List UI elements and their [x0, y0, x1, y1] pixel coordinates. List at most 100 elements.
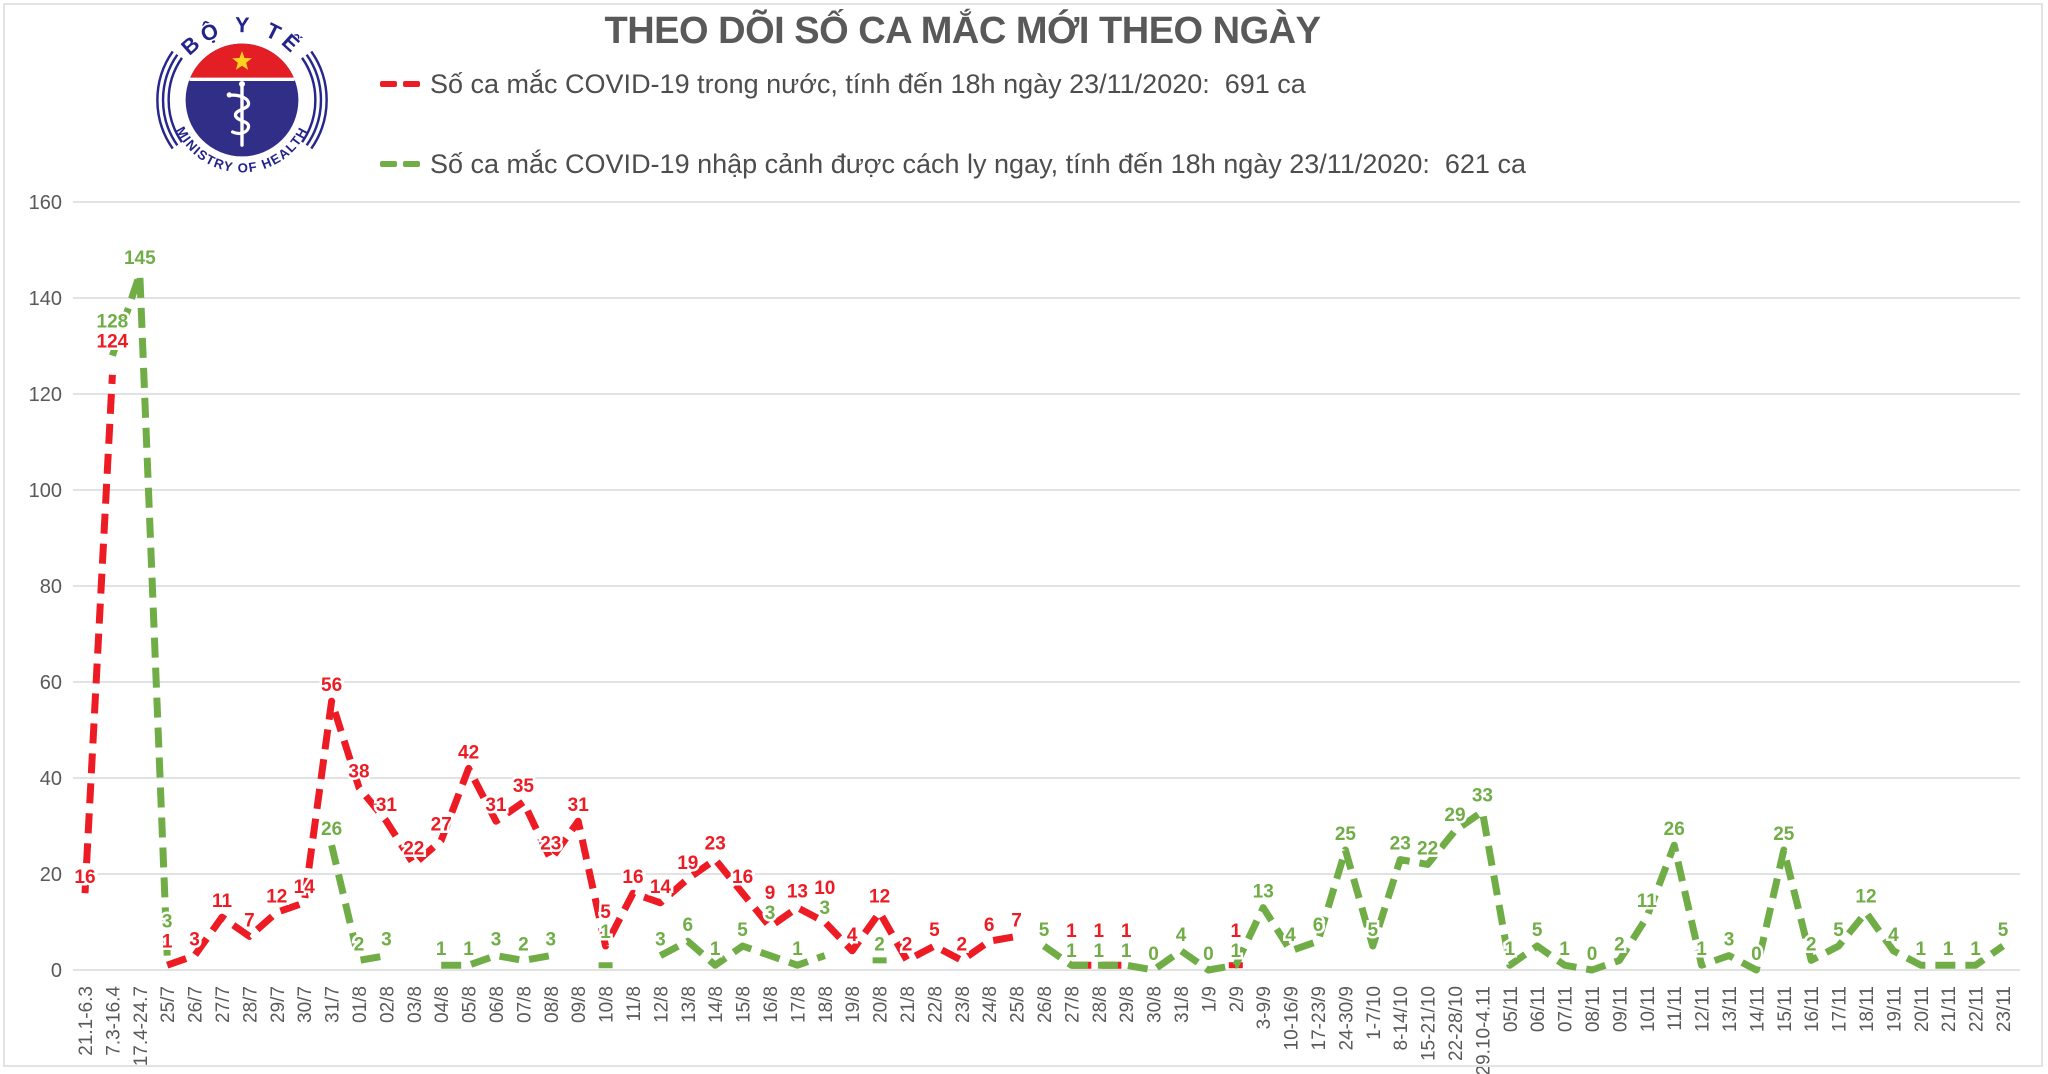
- x-axis-label: 3-9/9: [1254, 986, 1275, 1029]
- data-label: 14: [294, 877, 316, 898]
- x-axis-label: 19/11: [1884, 986, 1905, 1032]
- data-label: 2: [354, 934, 365, 955]
- x-axis-label: 22/8: [925, 986, 946, 1023]
- data-label: 1: [1916, 939, 1927, 960]
- x-axis-label: 27/7: [213, 986, 234, 1023]
- data-label: 22: [403, 838, 424, 859]
- data-label: 4: [1285, 925, 1296, 946]
- x-axis-label: 20/11: [1912, 986, 1933, 1032]
- x-axis-label: 02/8: [377, 986, 398, 1023]
- x-axis-label: 17/8: [788, 986, 809, 1023]
- x-axis-label: 24/8: [980, 986, 1001, 1023]
- data-label: 25: [1773, 824, 1795, 845]
- x-axis-label: 18/8: [816, 986, 837, 1023]
- data-label: 12: [266, 886, 287, 907]
- x-axis-label: 07/11: [1556, 986, 1577, 1032]
- data-label: 2: [902, 934, 913, 955]
- x-axis-label: 26/7: [186, 986, 207, 1023]
- x-axis-label: 22-28/10: [1446, 986, 1467, 1061]
- data-label: 3: [765, 903, 776, 924]
- x-axis-label: 05/8: [460, 986, 481, 1023]
- x-axis-label: 12/11: [1693, 986, 1714, 1032]
- x-axis-label: 10/11: [1638, 986, 1659, 1032]
- data-label: 3: [655, 930, 666, 951]
- data-label: 14: [650, 877, 672, 898]
- x-axis-label: 16/8: [761, 986, 782, 1023]
- x-axis-label: 22/11: [1967, 986, 1988, 1032]
- x-axis-label: 13/11: [1720, 986, 1741, 1032]
- x-axis-label: 18/11: [1857, 986, 1878, 1032]
- x-axis-label: 13/8: [679, 986, 700, 1023]
- x-axis-label: 1-7/10: [1364, 986, 1385, 1040]
- x-axis-label: 26/8: [1035, 986, 1056, 1023]
- data-label: 5: [600, 902, 611, 923]
- logo-arc-decoration: [305, 53, 323, 147]
- x-axis-label: 07/8: [514, 986, 535, 1023]
- x-axis-label: 06/11: [1528, 986, 1549, 1032]
- data-label: 0: [1751, 944, 1762, 965]
- x-axis-label: 09/11: [1610, 986, 1631, 1032]
- data-label: 10: [814, 878, 835, 899]
- data-label: 27: [431, 814, 452, 835]
- data-label: 31: [376, 795, 398, 816]
- data-label: 3: [189, 930, 200, 951]
- data-label: 4: [847, 925, 858, 946]
- x-axis-label: 03/8: [405, 986, 426, 1023]
- data-label: 5: [929, 920, 940, 941]
- data-label: 2: [1614, 934, 1625, 955]
- x-axis-label: 11/8: [624, 986, 645, 1022]
- legend-label: Số ca mắc COVID-19 nhập cảnh được cách l…: [430, 148, 1526, 179]
- data-label: 1: [1231, 921, 1242, 942]
- data-label: 3: [381, 930, 392, 951]
- legend-item-imported: Số ca mắc COVID-19 nhập cảnh được cách l…: [380, 142, 1526, 186]
- data-label: 3: [546, 930, 557, 951]
- x-axis-label: 21/11: [1939, 986, 1960, 1032]
- data-label: 124: [97, 332, 129, 353]
- series-lone-point-1: [598, 957, 887, 969]
- data-label: 0: [1148, 944, 1159, 965]
- data-label: 13: [1253, 882, 1274, 903]
- data-label: 22: [1417, 838, 1438, 859]
- x-axis-label: 12/8: [651, 986, 672, 1023]
- data-label: 12: [1855, 886, 1876, 907]
- data-label: 1: [436, 939, 447, 960]
- x-axis-label: 15/8: [734, 986, 755, 1023]
- y-axis-label: 20: [40, 864, 62, 886]
- x-axis-label: 2/9: [1227, 986, 1248, 1012]
- data-label: 2: [957, 934, 968, 955]
- x-axis-label: 19/8: [843, 986, 864, 1023]
- data-label: 3: [162, 912, 173, 933]
- data-label: 23: [1390, 834, 1411, 855]
- x-axis-label: 31/7: [323, 986, 344, 1023]
- data-label: 1: [1559, 939, 1570, 960]
- x-axis-label: 21/8: [898, 986, 919, 1023]
- star-icon: [232, 51, 252, 70]
- data-label: 1: [1231, 941, 1242, 962]
- dashed-line-icon: [380, 80, 426, 88]
- data-label: 1: [463, 939, 474, 960]
- data-label: 12: [869, 886, 890, 907]
- data-label: 11: [1637, 891, 1658, 912]
- x-axis-label: 04/8: [432, 986, 453, 1023]
- data-label: 4: [1176, 925, 1187, 946]
- x-axis-label: 16/11: [1802, 986, 1823, 1032]
- y-axis-label: 160: [29, 192, 62, 214]
- logo-arc-decoration: [310, 50, 328, 150]
- chart-title: THEO DÕI SỐ CA MẮC MỚI THEO NGÀY: [604, 10, 1321, 52]
- data-label: 1: [1066, 921, 1077, 942]
- data-label: 11: [212, 891, 233, 912]
- data-label: 1: [1066, 941, 1077, 962]
- x-axis-label: 28/7: [240, 986, 261, 1023]
- data-label: 1: [1094, 941, 1105, 962]
- logo-arc-decoration: [156, 50, 174, 150]
- x-axis-label: 23/11: [1994, 986, 2015, 1032]
- x-axis-label: 14/8: [706, 986, 727, 1023]
- x-axis-label: 30/8: [1145, 986, 1166, 1023]
- data-label: 16: [622, 867, 643, 888]
- data-label: 26: [1664, 819, 1685, 840]
- data-label: 33: [1472, 786, 1493, 807]
- rod-of-asclepius-icon: [226, 81, 251, 147]
- data-label: 13: [787, 882, 808, 903]
- x-axis-label: 28/8: [1090, 986, 1111, 1023]
- x-axis-label: 30/7: [295, 986, 316, 1023]
